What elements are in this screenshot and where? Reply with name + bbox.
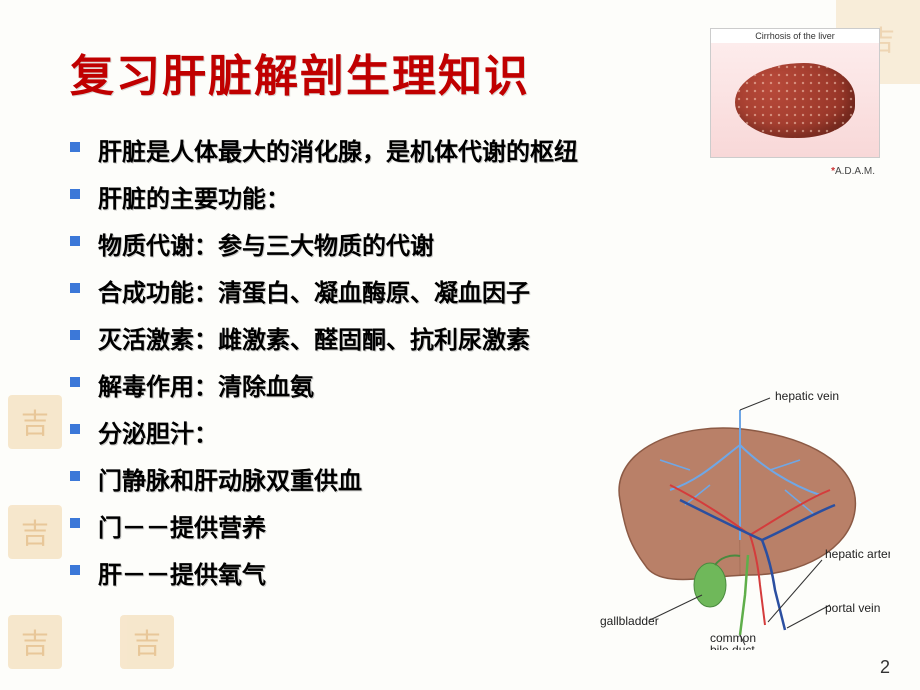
decorative-seal	[8, 395, 62, 449]
gallbladder-shape	[694, 563, 726, 607]
bullet-marker-icon	[70, 377, 80, 387]
bullet-text: 灭活激素：雌激素、醛固酮、抗利尿激素	[98, 320, 530, 355]
bullet-marker-icon	[70, 330, 80, 340]
bullet-text: 肝脏是人体最大的消化腺，是机体代谢的枢纽	[98, 132, 578, 167]
label-hepatic-artery: hepatic artery	[825, 547, 890, 561]
decorative-seal	[8, 615, 62, 669]
page-number: 2	[880, 657, 890, 678]
cirrhosis-liver-image: Cirrhosis of the liver *A.D.A.M.	[710, 28, 880, 158]
label-common-bile-duct: common bile duct	[710, 631, 759, 650]
bullet-item: 合成功能：清蛋白、凝血酶原、凝血因子	[70, 273, 860, 308]
bullet-marker-icon	[70, 283, 80, 293]
bullet-marker-icon	[70, 518, 80, 528]
bullet-text: 合成功能：清蛋白、凝血酶原、凝血因子	[98, 273, 530, 308]
bullet-item: 物质代谢：参与三大物质的代谢	[70, 226, 860, 261]
cirrhosis-caption: Cirrhosis of the liver	[755, 29, 835, 43]
bullet-marker-icon	[70, 189, 80, 199]
slide: 复习肝脏解剖生理知识 肝脏是人体最大的消化腺，是机体代谢的枢纽 肝脏的主要功能：…	[0, 0, 920, 690]
bullet-item: 灭活激素：雌激素、醛固酮、抗利尿激素	[70, 320, 860, 355]
bullet-marker-icon	[70, 565, 80, 575]
bullet-text: 肝脏的主要功能：	[98, 179, 290, 214]
bullet-marker-icon	[70, 236, 80, 246]
label-hepatic-vein: hepatic vein	[775, 390, 839, 403]
bullet-marker-icon	[70, 471, 80, 481]
decorative-seal	[8, 505, 62, 559]
cirrhosis-liver-shape	[735, 63, 855, 138]
bullet-marker-icon	[70, 142, 80, 152]
bullet-text: 门静脉和肝动脉双重供血	[98, 461, 362, 496]
label-portal-vein: portal vein	[825, 601, 880, 615]
decorative-seal	[120, 615, 174, 669]
bullet-text: 肝－－提供氧气	[98, 555, 266, 590]
label-gallbladder: gallbladder	[600, 614, 659, 628]
bullet-item: 肝脏的主要功能：	[70, 179, 860, 214]
bullet-marker-icon	[70, 424, 80, 434]
adam-label-text: A.D.A.M.	[835, 166, 875, 177]
bullet-text: 门－－提供营养	[98, 508, 266, 543]
bullet-text: 物质代谢：参与三大物质的代谢	[98, 226, 434, 261]
adam-logo: *A.D.A.M.	[831, 166, 875, 177]
liver-body-shape	[619, 428, 855, 579]
cirrhosis-liver-box	[711, 43, 879, 157]
liver-anatomy-diagram: hepatic vein hepatic artery portal vein …	[590, 390, 890, 650]
bullet-text: 解毒作用：清除血氨	[98, 367, 314, 402]
bullet-text: 分泌胆汁：	[98, 414, 218, 449]
